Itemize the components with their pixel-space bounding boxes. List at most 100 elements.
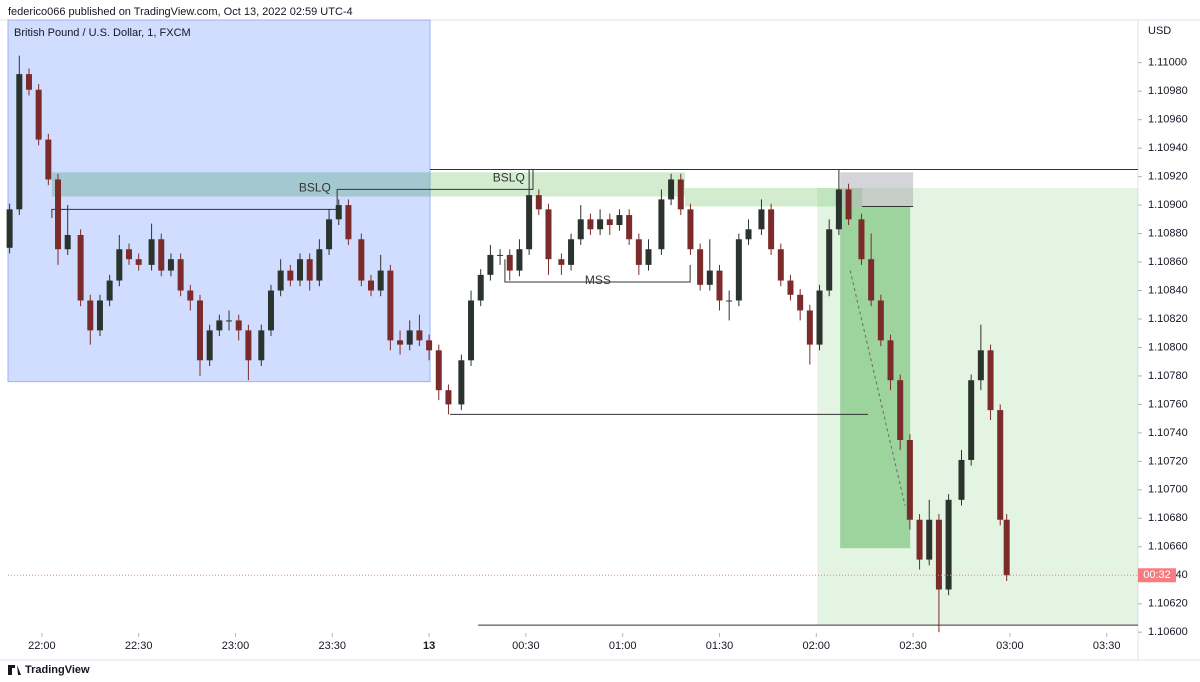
candle-body bbox=[135, 259, 142, 265]
candle-body bbox=[558, 259, 565, 265]
candle-body bbox=[668, 179, 675, 200]
y-tick-label: 1.10600 bbox=[1148, 626, 1188, 638]
x-tick-label: 03:30 bbox=[1093, 640, 1121, 652]
candle-body bbox=[868, 259, 875, 301]
candle-body bbox=[345, 205, 352, 240]
y-tick-label: 1.10880 bbox=[1148, 227, 1188, 239]
x-tick-label: 00:30 bbox=[512, 640, 540, 652]
x-tick-label: 03:00 bbox=[996, 640, 1024, 652]
candle-body bbox=[106, 280, 113, 301]
candle-body bbox=[96, 300, 103, 331]
x-tick-label: 22:00 bbox=[28, 640, 56, 652]
candle-body bbox=[645, 249, 652, 265]
annotation-label: BSLQ bbox=[493, 171, 525, 185]
y-tick-label: 1.11000 bbox=[1148, 57, 1187, 69]
candle-body bbox=[806, 310, 813, 345]
candle-body bbox=[416, 330, 423, 341]
y-axis-label: USD bbox=[1148, 25, 1171, 37]
footer: TradingView bbox=[25, 664, 90, 676]
candle-body bbox=[568, 239, 575, 265]
price-badge bbox=[1138, 568, 1176, 583]
zone bbox=[684, 188, 863, 207]
candle-body bbox=[997, 410, 1004, 520]
candle-body bbox=[25, 74, 32, 90]
y-tick-label: 1.10660 bbox=[1148, 541, 1188, 553]
candle-body bbox=[435, 350, 442, 391]
candle-body bbox=[458, 360, 465, 405]
annotation-label: MSS bbox=[585, 273, 611, 287]
candle-body bbox=[726, 300, 733, 302]
candle-body bbox=[287, 270, 294, 281]
candle-body bbox=[148, 239, 155, 265]
candle-body bbox=[958, 459, 965, 500]
candle-body bbox=[777, 249, 784, 281]
x-tick-label: 02:00 bbox=[803, 640, 831, 652]
candle-body bbox=[968, 380, 975, 460]
candle-body bbox=[635, 239, 642, 265]
candle-body bbox=[768, 209, 775, 250]
candle-body bbox=[497, 254, 504, 256]
price-badge-label: 00:32 bbox=[1143, 569, 1171, 581]
candle-body bbox=[916, 519, 923, 560]
candle-body bbox=[196, 300, 203, 361]
candle-body bbox=[387, 270, 394, 341]
candle-body bbox=[945, 499, 952, 590]
x-tick-label: 02:30 bbox=[899, 640, 927, 652]
candle-body bbox=[64, 234, 71, 250]
candle-body bbox=[758, 209, 765, 230]
candle-body bbox=[206, 330, 213, 361]
candle-body bbox=[597, 219, 604, 230]
candle-body bbox=[187, 290, 194, 301]
x-tick-label: 01:30 bbox=[706, 640, 734, 652]
candle-body bbox=[6, 209, 13, 248]
y-tick-label: 1.10900 bbox=[1148, 199, 1188, 211]
zone bbox=[840, 172, 914, 207]
y-tick-label: 1.10780 bbox=[1148, 370, 1188, 382]
candle-body bbox=[697, 249, 704, 285]
zone bbox=[51, 172, 431, 197]
candle-body bbox=[745, 229, 752, 240]
x-tick-label: 01:00 bbox=[609, 640, 637, 652]
annotation-line bbox=[51, 169, 534, 218]
candle-body bbox=[545, 209, 552, 260]
x-tick-label: 23:30 bbox=[319, 640, 347, 652]
annotation-line bbox=[849, 270, 906, 506]
candle-body bbox=[626, 215, 633, 240]
candle-body bbox=[1003, 519, 1010, 576]
candle-body bbox=[858, 219, 865, 260]
candle-body bbox=[658, 199, 665, 250]
candle-body bbox=[677, 179, 684, 210]
candle-body bbox=[397, 340, 404, 345]
candle-body bbox=[306, 259, 313, 281]
candle-body bbox=[245, 330, 252, 361]
candle-body bbox=[468, 300, 475, 361]
candle-body bbox=[506, 254, 513, 271]
y-tick-label: 1.10940 bbox=[1148, 142, 1188, 154]
candle-body bbox=[826, 229, 833, 291]
candle-body bbox=[535, 195, 542, 210]
candle-body bbox=[326, 219, 333, 250]
candle-body bbox=[316, 249, 323, 281]
candle-body bbox=[487, 254, 494, 275]
candle-body bbox=[368, 280, 375, 291]
annotation-line bbox=[504, 259, 691, 283]
candle-body bbox=[177, 259, 184, 291]
candle-body bbox=[926, 519, 933, 560]
y-tick-label: 1.10800 bbox=[1148, 341, 1188, 353]
candle-body bbox=[897, 380, 904, 441]
y-tick-label: 1.10980 bbox=[1148, 85, 1188, 97]
candle-body bbox=[787, 280, 794, 295]
candle-body bbox=[887, 340, 894, 381]
candle-body bbox=[877, 300, 884, 341]
candle-body bbox=[358, 239, 365, 281]
candle-body bbox=[226, 320, 233, 322]
candle-body bbox=[45, 139, 52, 180]
x-tick-label: 22:30 bbox=[125, 640, 153, 652]
y-tick-label: 1.10760 bbox=[1148, 398, 1188, 410]
y-tick-label: 1.10680 bbox=[1148, 512, 1188, 524]
x-tick-label: 23:00 bbox=[222, 640, 250, 652]
y-tick-label: 1.10620 bbox=[1148, 598, 1188, 610]
candle-body bbox=[706, 270, 713, 285]
candle-body bbox=[577, 219, 584, 240]
